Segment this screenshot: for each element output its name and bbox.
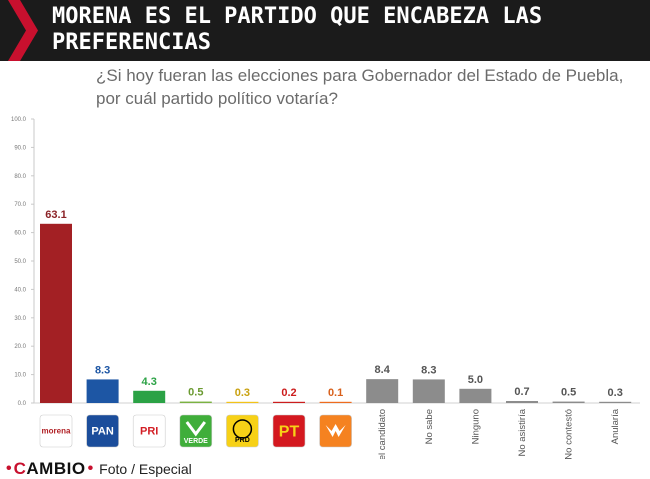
party-logo-morena <box>39 414 73 448</box>
party-logo-text: morena <box>42 427 71 436</box>
bar <box>552 401 585 403</box>
x-category-label: Anularía <box>610 408 621 444</box>
y-tick-label: 90.0 <box>14 145 26 151</box>
bar <box>506 401 538 403</box>
headline: MORENA ES EL PARTIDO QUE ENCABEZA LAS PR… <box>52 4 543 55</box>
brand-logo: CAMBIO <box>14 459 86 479</box>
data-label: 0.2 <box>281 387 296 399</box>
y-tick-label: 50.0 <box>14 259 26 265</box>
party-logo-text: PAN <box>91 426 113 438</box>
bar <box>366 379 399 403</box>
x-category-label: No contestó <box>564 409 575 459</box>
bar <box>179 401 212 403</box>
bar-chart: 0.0 10.0 20.0 30.0 40.0 50.0 60.0 70.0 80.0 90.0 1… <box>11 117 640 459</box>
bar <box>459 388 492 403</box>
bar <box>599 401 632 403</box>
bar <box>273 401 305 403</box>
headline-banner: MORENA ES EL PARTIDO QUE ENCABEZA LAS PR… <box>0 0 650 61</box>
x-category-label: Ninguno <box>470 409 481 444</box>
party-logo-prd <box>226 414 259 448</box>
party-logo-pri <box>132 414 166 448</box>
y-tick-label: 0.0 <box>18 401 27 407</box>
footer-dot: • <box>6 460 12 477</box>
data-label: 8.3 <box>95 364 110 376</box>
x-category-label: Por el candidato <box>377 409 388 459</box>
data-label: 0.3 <box>235 387 250 399</box>
bar <box>133 390 166 403</box>
x-category-label: No sabe <box>424 409 435 444</box>
data-label: 0.5 <box>561 387 576 399</box>
brand-rest: AMBIO <box>26 459 86 478</box>
party-logo-text: PRD <box>235 437 250 444</box>
y-tick-label: 70.0 <box>14 202 26 208</box>
data-label: 0.5 <box>188 387 203 399</box>
data-label: 8.4 <box>375 364 391 376</box>
data-label: 5.0 <box>468 374 483 386</box>
y-tick-label: 40.0 <box>14 287 26 293</box>
bar <box>319 401 352 403</box>
brand-c: C <box>13 459 27 478</box>
data-label: 0.3 <box>608 387 623 399</box>
eagle-icon <box>325 424 346 437</box>
party-logo-text: VERDE <box>184 438 208 445</box>
footer: • CAMBIO • Foto / Especial <box>4 459 192 479</box>
bar <box>412 379 445 403</box>
footer-dot-2: • <box>87 460 94 477</box>
y-tick-label: 80.0 <box>14 174 26 180</box>
checkmark-icon <box>185 421 206 437</box>
x-category-label: No asistiría <box>517 408 528 456</box>
chevron-right-icon <box>8 0 38 61</box>
chart-question: ¿Si hoy fueran las elecciones para Gober… <box>96 66 624 108</box>
y-tick-label: 60.0 <box>14 231 26 237</box>
party-logo-pt <box>272 414 306 448</box>
data-label: 8.3 <box>421 364 436 376</box>
y-tick-label: 30.0 <box>14 316 26 322</box>
data-label: 4.3 <box>142 376 157 388</box>
bar <box>86 379 119 403</box>
y-tick-label: 100.0 <box>11 117 27 123</box>
y-tick-label: 10.0 <box>14 373 26 379</box>
sun-icon <box>232 419 253 439</box>
bar <box>226 401 259 403</box>
y-tick-label: 20.0 <box>14 344 26 350</box>
data-label: 0.7 <box>514 386 529 398</box>
party-logo-pan <box>86 414 119 448</box>
party-logo-text: PRI <box>140 426 158 438</box>
photo-credit: Foto / Especial <box>99 461 192 477</box>
bar <box>40 223 72 403</box>
data-label: 63.1 <box>45 209 66 221</box>
data-label: 0.1 <box>328 387 343 399</box>
party-logo-text: PT <box>279 423 300 440</box>
